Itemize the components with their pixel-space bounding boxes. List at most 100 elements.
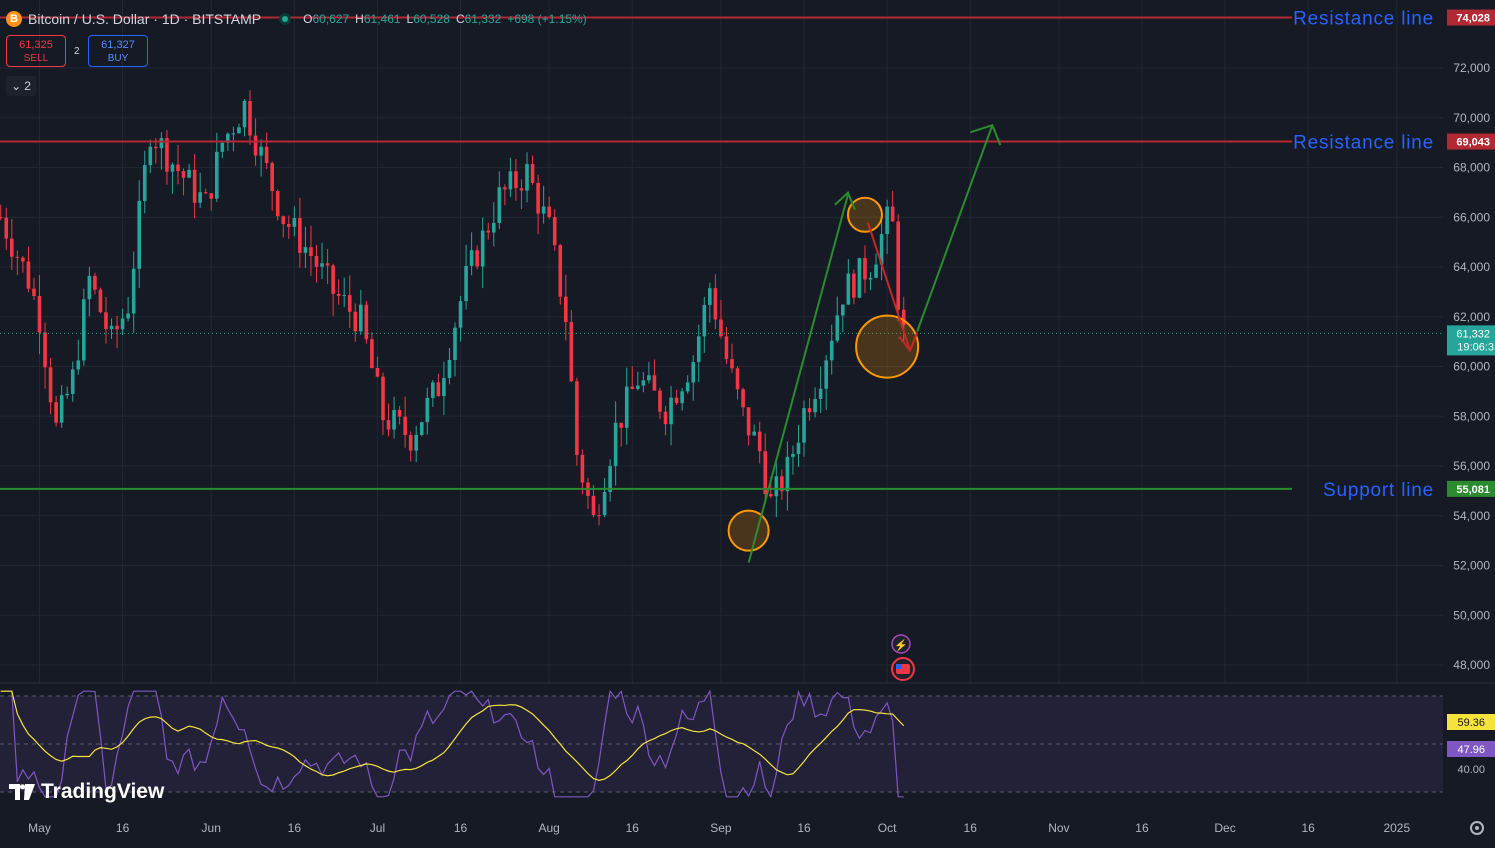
oct-low-circle xyxy=(855,314,920,379)
time-tick-label: 16 xyxy=(454,821,468,835)
buy-button[interactable]: 61,327 BUY xyxy=(88,35,148,67)
time-tick-label: Sep xyxy=(710,821,732,835)
time-tick-label: Nov xyxy=(1048,821,1069,835)
settings-icon[interactable] xyxy=(1470,821,1484,835)
candle-body xyxy=(519,188,524,191)
candle-body xyxy=(386,420,391,430)
symbol-legend[interactable]: B Bitcoin / U.S. Dollar · 1D · BITSTAMP … xyxy=(6,10,587,28)
candle-body xyxy=(879,234,884,265)
price-tick-label: 72,000 xyxy=(1453,61,1490,75)
current-price-label: 61,332 xyxy=(1456,328,1490,340)
candle-body xyxy=(93,275,97,290)
candle-body xyxy=(170,164,175,172)
candle-body xyxy=(98,289,103,313)
price-tick-label: 54,000 xyxy=(1453,509,1490,523)
rsi-line xyxy=(0,689,904,799)
candle-body xyxy=(669,397,673,425)
candle-body xyxy=(115,325,119,330)
candle-body xyxy=(259,146,263,156)
candle-body xyxy=(846,273,851,305)
change-value: +698 (+1.15%) xyxy=(507,12,587,26)
countdown-label: 19:06:3 xyxy=(1457,341,1494,353)
candle-body xyxy=(192,169,197,203)
candle-body xyxy=(591,495,596,516)
candle-body xyxy=(370,339,374,369)
candle-body xyxy=(602,491,607,516)
candle-body xyxy=(109,325,114,330)
candle-body xyxy=(841,304,845,316)
candle-body xyxy=(209,193,214,199)
candle-body xyxy=(890,206,895,222)
candle-body xyxy=(619,422,623,428)
candle-body xyxy=(314,256,319,267)
price-badge-label: 74,028 xyxy=(1456,13,1490,25)
candle-body xyxy=(874,264,878,278)
candle-body xyxy=(226,133,230,143)
candle-body xyxy=(674,397,679,404)
indicators-toggle-button[interactable]: ⌄ 2 xyxy=(6,76,36,96)
lightning-event-icon xyxy=(891,634,911,654)
candle-body xyxy=(741,389,745,408)
candle-body xyxy=(37,295,42,333)
time-tick-label: 16 xyxy=(964,821,978,835)
candle-body xyxy=(137,200,142,269)
time-tick-label: Dec xyxy=(1214,821,1235,835)
sell-button[interactable]: 61,325 SELL xyxy=(6,35,66,67)
candle-body xyxy=(275,191,280,217)
candle-body xyxy=(347,295,352,312)
candle-body xyxy=(852,273,856,298)
candle-body xyxy=(597,515,601,517)
candle-body xyxy=(486,230,491,233)
candle-body xyxy=(21,257,25,262)
current-price-badge xyxy=(1447,325,1495,356)
time-tick-label: May xyxy=(28,821,51,835)
candle-body xyxy=(525,164,529,191)
price-tick-label: 58,000 xyxy=(1453,409,1490,423)
candle-body xyxy=(901,309,906,326)
buy-price: 61,327 xyxy=(101,39,135,51)
chart-grid xyxy=(0,0,1443,810)
candle-body xyxy=(203,192,208,194)
candle-body xyxy=(724,336,729,360)
time-axis: May 16 Jun 16 Jul 16 Aug 16 Sep 16 Oct 16 Nov 16 Dec 16… xyxy=(28,821,1410,835)
candle-body xyxy=(508,171,513,190)
price-tick-label: 70,000 xyxy=(1453,111,1490,125)
candle-body xyxy=(220,142,225,152)
candle-body xyxy=(303,247,308,253)
candle-body xyxy=(641,380,646,386)
time-tick-label: 16 xyxy=(1301,821,1315,835)
candle-body xyxy=(564,296,568,323)
time-tick-label: 16 xyxy=(1135,821,1149,835)
time-tick-label: Aug xyxy=(539,821,560,835)
candle-body xyxy=(813,399,817,413)
symbol-title[interactable]: Bitcoin / U.S. Dollar · 1D · BITSTAMP xyxy=(28,11,262,27)
candle-body xyxy=(82,299,86,361)
time-tick-label: 16 xyxy=(288,821,302,835)
spread-value: 2 xyxy=(74,46,80,57)
candle-body xyxy=(713,288,718,320)
candle-body xyxy=(774,476,779,497)
price-badge-label: 69,043 xyxy=(1456,137,1490,149)
price-tick-label: 52,000 xyxy=(1453,559,1490,573)
candle-body xyxy=(630,386,635,389)
price-tick-label: 62,000 xyxy=(1453,310,1490,324)
candle-body xyxy=(336,293,341,296)
horizontal-lines: Resistance line Resistance line Support li… xyxy=(0,9,1443,501)
candle-body xyxy=(447,360,452,378)
time-tick-label: Jul xyxy=(370,821,385,835)
candle-body xyxy=(575,381,579,455)
candle-body xyxy=(768,494,773,497)
candle-body xyxy=(198,192,202,203)
candle-body xyxy=(425,397,430,423)
candle-body xyxy=(685,382,690,392)
candle-body xyxy=(120,318,125,330)
rsi-ma-badge xyxy=(1447,714,1495,730)
price-tick-label: 68,000 xyxy=(1453,161,1490,175)
candle-body xyxy=(231,133,236,135)
market-open-icon xyxy=(279,13,292,25)
tradingview-logo[interactable]: TradingView xyxy=(9,780,164,804)
candle-body xyxy=(796,442,801,455)
candle-body xyxy=(536,182,540,214)
candle-body xyxy=(552,217,557,246)
